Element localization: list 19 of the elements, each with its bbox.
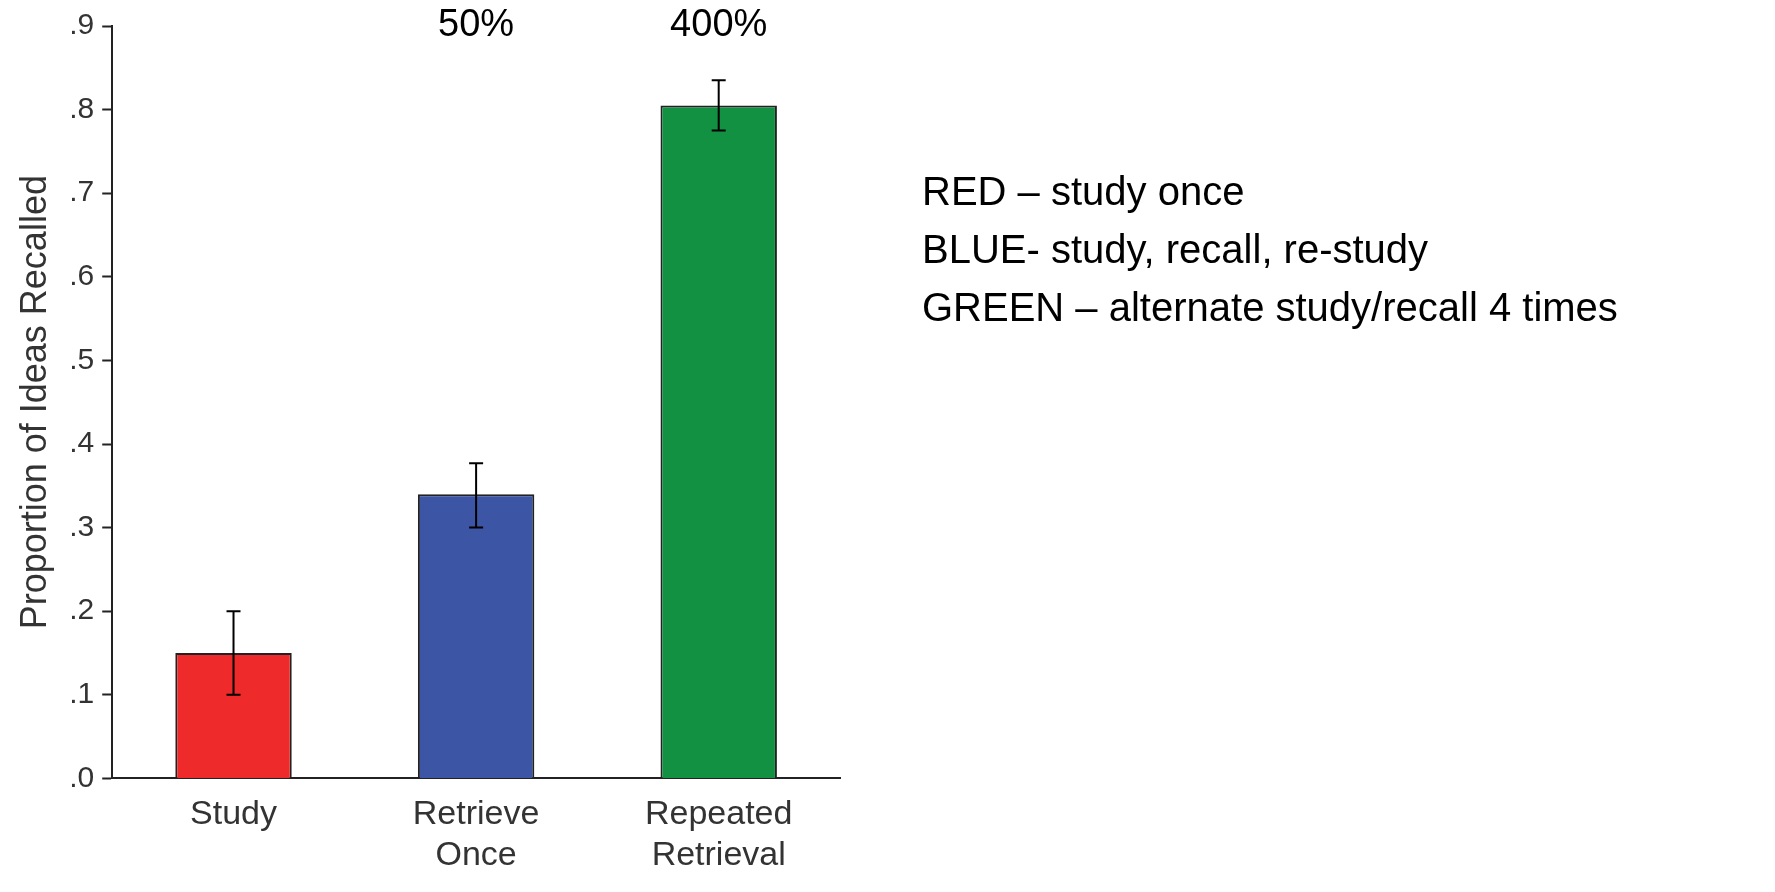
text: RED – study once (922, 168, 1246, 215)
y-tick-label: .7 (69, 174, 95, 208)
annotation: 400% (670, 2, 768, 45)
x-tick-label: Retrieve Once (412, 793, 540, 872)
y-tick-label: .4 (69, 425, 95, 459)
x-tick-label: Study (190, 793, 277, 832)
y-tick-label: .3 (69, 508, 95, 542)
y-tick-label: .6 (69, 258, 95, 292)
y-axis-title: Proportion of Ideas Recalled (12, 175, 54, 630)
y-tick-label: .9 (69, 7, 95, 41)
text: GREEN – alternate study/recall 4 times (922, 284, 1618, 331)
y-tick-label: .1 (69, 676, 95, 710)
y-tick-label: .2 (69, 592, 95, 626)
y-tick-label: .0 (69, 759, 95, 793)
annotation: 50% (438, 2, 515, 45)
y-tick-label: .8 (69, 90, 95, 124)
y-tick-label: .5 (69, 341, 95, 375)
x-tick-label: Repeated Retrieval (644, 793, 793, 872)
text: BLUE- study, recall, re-study (922, 226, 1430, 273)
